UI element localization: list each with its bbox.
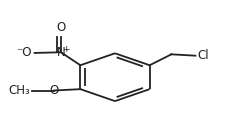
- Text: +: +: [62, 45, 69, 54]
- Text: O: O: [49, 84, 58, 97]
- Text: ⁻O: ⁻O: [16, 47, 32, 59]
- Text: Cl: Cl: [196, 49, 208, 62]
- Text: CH₃: CH₃: [9, 84, 30, 97]
- Text: O: O: [57, 21, 66, 34]
- Text: N: N: [56, 46, 65, 59]
